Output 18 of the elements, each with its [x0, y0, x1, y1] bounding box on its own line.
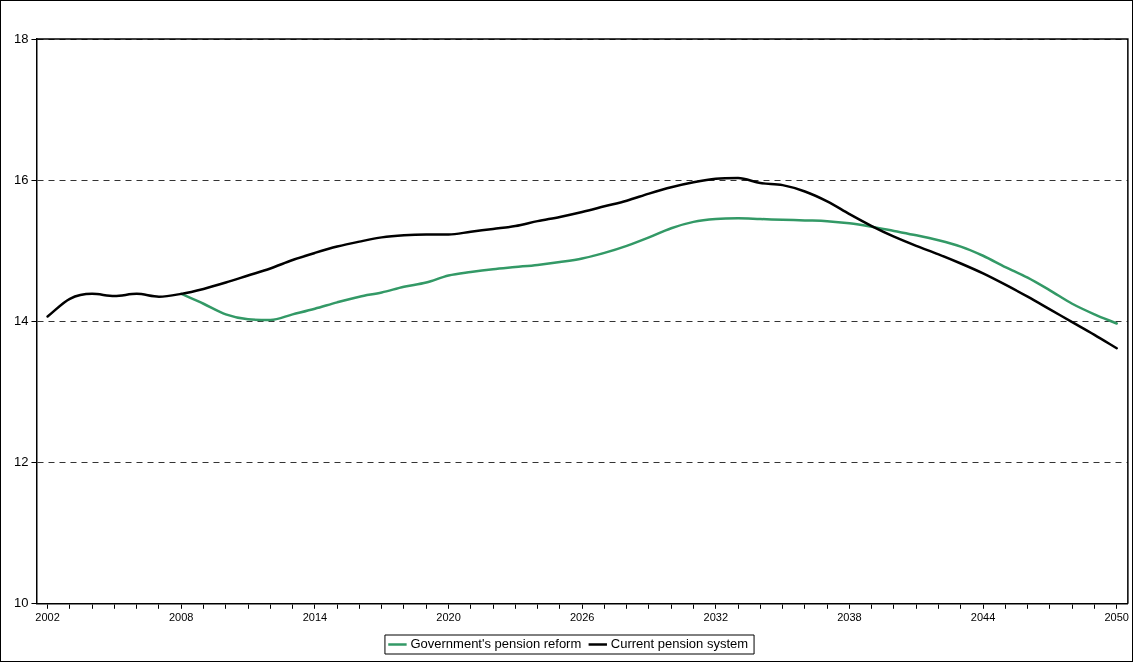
y-tick-label: 12 — [13, 454, 29, 470]
legend-label: Government's pension reform — [410, 636, 582, 652]
line-series — [179, 217, 1118, 325]
x-tick-label: 2038 — [837, 611, 862, 624]
x-tick-label: 2002 — [35, 611, 60, 624]
x-tick-label: 2050 — [1104, 611, 1129, 624]
y-tick-label: 14 — [13, 312, 29, 328]
x-tick-label: 2020 — [436, 611, 461, 624]
x-tick-label: 2014 — [302, 611, 328, 624]
x-tick-label: 2044 — [970, 611, 996, 624]
y-tick-label: 16 — [13, 171, 29, 187]
x-tick-label: 2032 — [703, 611, 729, 624]
line-series — [46, 176, 1118, 350]
y-tick-label: 10 — [13, 595, 29, 611]
x-tick-label: 2008 — [169, 611, 194, 624]
y-tick-label: 18 — [13, 30, 29, 46]
legend-label: Current pension system — [610, 636, 749, 652]
x-tick-label: 2026 — [569, 611, 595, 624]
